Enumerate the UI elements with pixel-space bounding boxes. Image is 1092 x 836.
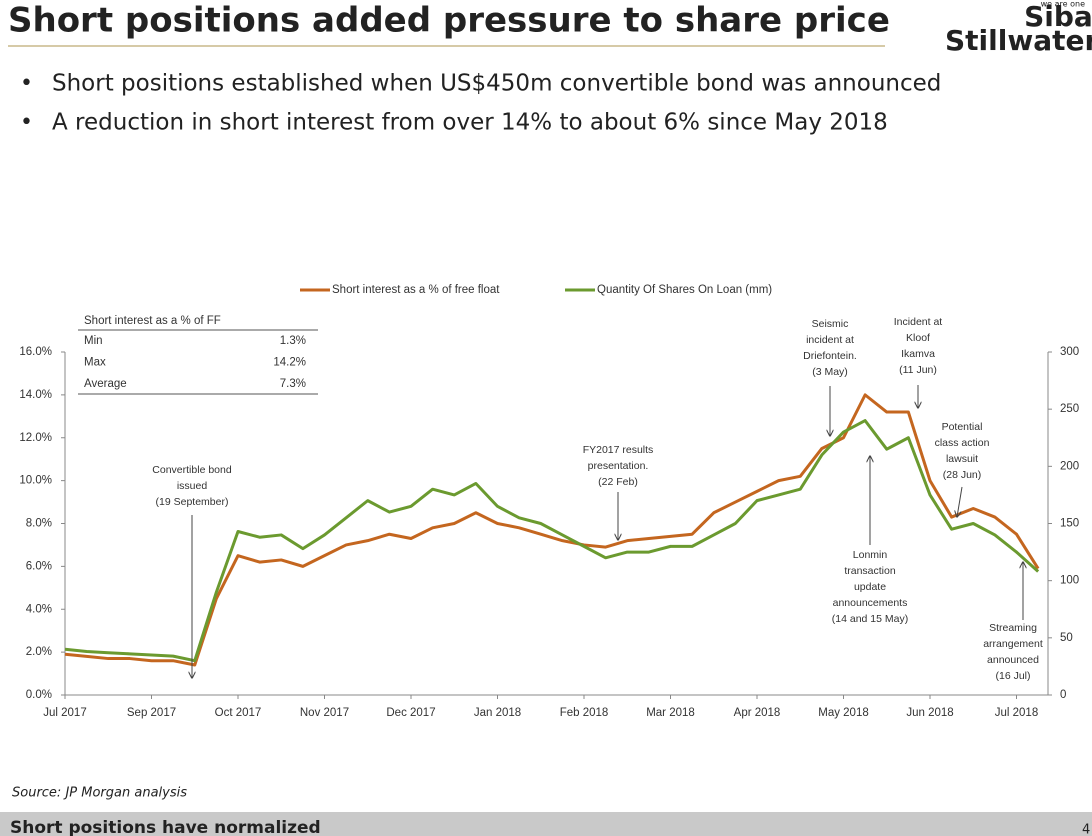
annotation: transaction [844, 565, 896, 577]
x-tick-label: Jun 2018 [906, 707, 953, 719]
footer-bar [0, 812, 1092, 836]
y2-tick-label: 300 [1060, 346, 1079, 358]
table-cell: 14.2% [273, 357, 306, 369]
annotation: Potential [942, 421, 983, 433]
x-tick-label: Jul 2017 [43, 707, 86, 719]
x-tick-label: Mar 2018 [646, 707, 695, 719]
annotation: issued [177, 480, 208, 492]
annotation: Incident at [894, 316, 943, 328]
x-tick-label: Feb 2018 [560, 707, 609, 719]
y-tick-label: 10.0% [19, 475, 52, 487]
annotation: Convertible bond [152, 464, 232, 476]
x-tick-label: Sep 2017 [127, 707, 176, 719]
table-title: Short interest as a % of FF [84, 315, 221, 327]
annotation-arrow [957, 486, 963, 517]
line-series [64, 419, 1040, 663]
bullet: Short positions established when US$450m… [52, 71, 941, 97]
y-tick-label: 4.0% [26, 603, 52, 615]
annotation: Ikamva [901, 348, 935, 360]
annotation: (14 and 15 May) [832, 613, 908, 625]
x-tick-label: Apr 2018 [734, 707, 781, 719]
logo-line: Stillwater [945, 24, 1092, 57]
annotation: update [854, 581, 886, 593]
x-tick-label: Jan 2018 [474, 707, 521, 719]
annotation: FY2017 results [583, 444, 654, 456]
y2-tick-label: 100 [1060, 575, 1079, 587]
y2-tick-label: 200 [1060, 460, 1079, 472]
source: Source: JP Morgan analysis [12, 786, 187, 801]
y2-tick-label: 0 [1060, 689, 1066, 701]
annotation: Kloof [906, 332, 930, 344]
annotation: incident at [806, 334, 854, 346]
annotation: announced [987, 654, 1039, 666]
y-tick-label: 2.0% [26, 646, 52, 658]
slide-title: Short positions added pressure to share … [8, 1, 890, 41]
annotation: announcements [833, 597, 908, 609]
annotation: Lonmin [853, 549, 888, 561]
bullet-dot: • [20, 110, 33, 135]
y-tick-label: 12.0% [19, 432, 52, 444]
annotation: (16 Jul) [995, 670, 1030, 682]
y-tick-label: 14.0% [19, 389, 52, 401]
annotation: (19 September) [156, 496, 229, 508]
annotation: class action [935, 437, 990, 449]
legend-label: Quantity Of Shares On Loan (mm) [597, 284, 772, 296]
table-cell: 7.3% [280, 378, 306, 390]
annotation: lawsuit [946, 453, 978, 465]
annotation: Driefontein. [803, 350, 857, 362]
y-tick-label: 0.0% [26, 689, 52, 701]
y2-tick-label: 50 [1060, 632, 1073, 644]
y-tick-label: 6.0% [26, 560, 52, 572]
x-tick-label: Nov 2017 [300, 707, 349, 719]
annotation: arrangement [983, 638, 1043, 650]
annotation: Streaming [989, 622, 1037, 634]
legend-label: Short interest as a % of free float [332, 284, 500, 296]
logo-line: Sibanye [1024, 0, 1092, 33]
page-number: 4 [1082, 823, 1090, 836]
y-tick-label: 16.0% [19, 346, 52, 358]
table-cell: Min [84, 335, 103, 347]
table-cell: 1.3% [280, 335, 306, 347]
x-tick-label: Dec 2017 [386, 707, 435, 719]
annotation: (3 May) [812, 366, 848, 378]
y2-tick-label: 150 [1060, 518, 1079, 530]
bullet: A reduction in short interest from over … [52, 110, 888, 136]
annotation: Seismic [812, 318, 849, 330]
annotation: (22 Feb) [598, 476, 638, 488]
x-tick-label: May 2018 [818, 707, 869, 719]
table-cell: Average [84, 378, 127, 390]
annotation: (28 Jun) [943, 469, 982, 481]
x-tick-label: Jul 2018 [995, 707, 1038, 719]
line-series [64, 393, 1040, 667]
table-cell: Max [84, 357, 106, 369]
annotation: presentation. [588, 460, 649, 472]
footer-text: Short positions have normalized [10, 818, 321, 836]
y-tick-label: 8.0% [26, 518, 52, 530]
y2-tick-label: 250 [1060, 403, 1079, 415]
logo-tag: we are one [1041, 0, 1085, 9]
annotation: (11 Jun) [899, 364, 937, 376]
x-tick-label: Oct 2017 [215, 707, 262, 719]
bullet-dot: • [20, 71, 33, 96]
